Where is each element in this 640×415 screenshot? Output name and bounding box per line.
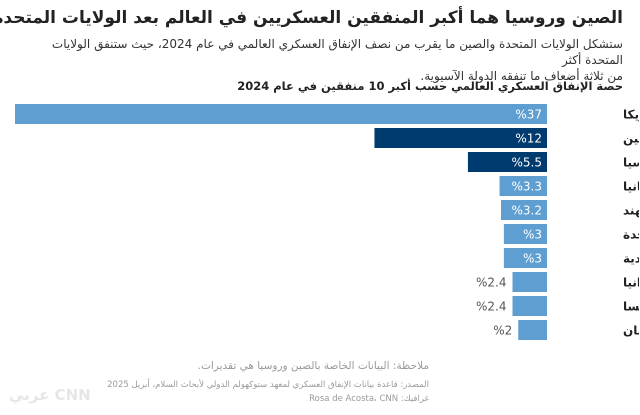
bar-5 [504, 224, 548, 244]
bar-9 [519, 320, 548, 340]
bar-0 [16, 104, 548, 124]
value-label: %3.2 [513, 204, 544, 218]
cnn-arabic-logo: CNN عربي [10, 386, 92, 404]
bar-1 [375, 128, 548, 148]
chart-title: حصة الإنفاق العسكري العالمي حسب أكبر 10 … [238, 79, 624, 93]
bar-3 [500, 176, 548, 196]
bar-7 [513, 272, 548, 292]
value-label: %5.5 [513, 156, 544, 170]
value-label: %2.4 [477, 276, 508, 290]
value-label: %3.3 [513, 180, 544, 194]
subtitle: ستشكل الولايات المتحدة والصين ما يقرب من… [14, 36, 624, 84]
subtitle-line-2: من ثلاثة أضعاف ما تنفقه الدولة الآسيوية. [421, 69, 624, 83]
source-line: المصدر: قاعدة بيانات الإنفاق العسكري لمع… [108, 380, 430, 390]
category-label: السعودية [624, 252, 640, 267]
footnote: ملاحظة: البيانات الخاصة بالصين وروسيا هي… [198, 360, 430, 372]
value-label: %12 [516, 132, 543, 146]
category-label: المملكة المتحدة [624, 228, 640, 242]
value-label: %2 [494, 324, 513, 338]
category-label: اليابان [624, 324, 640, 338]
category-label: الهند [624, 204, 640, 218]
bar-8 [513, 296, 548, 316]
subtitle-line-1: ستشكل الولايات المتحدة والصين ما يقرب من… [52, 37, 624, 67]
page-title: الصين وروسيا هما أكبر المنفقين العسكريين… [0, 8, 624, 28]
category-label: روسيا [624, 156, 640, 171]
category-label: أمريكا [624, 107, 640, 122]
category-label: فرنسا [624, 300, 640, 314]
category-label: ألمانيا [624, 179, 640, 194]
bar-2 [468, 152, 548, 172]
bar-4 [501, 200, 548, 220]
value-label: %3 [524, 228, 543, 242]
category-label: أوكرانيا [624, 275, 640, 291]
value-label: %2.4 [477, 300, 508, 314]
value-label: %37 [516, 108, 543, 122]
value-label: %3 [524, 252, 543, 266]
graphic-credit: غرافيك: Rosa de Acosta، CNN [310, 394, 430, 404]
bar-6 [504, 248, 548, 268]
category-label: الصين [624, 132, 640, 146]
bar-chart: أمريكا %37 الصين %12 روسيا %5.5 ألمانيا %3.3 اله… [16, 104, 640, 340]
